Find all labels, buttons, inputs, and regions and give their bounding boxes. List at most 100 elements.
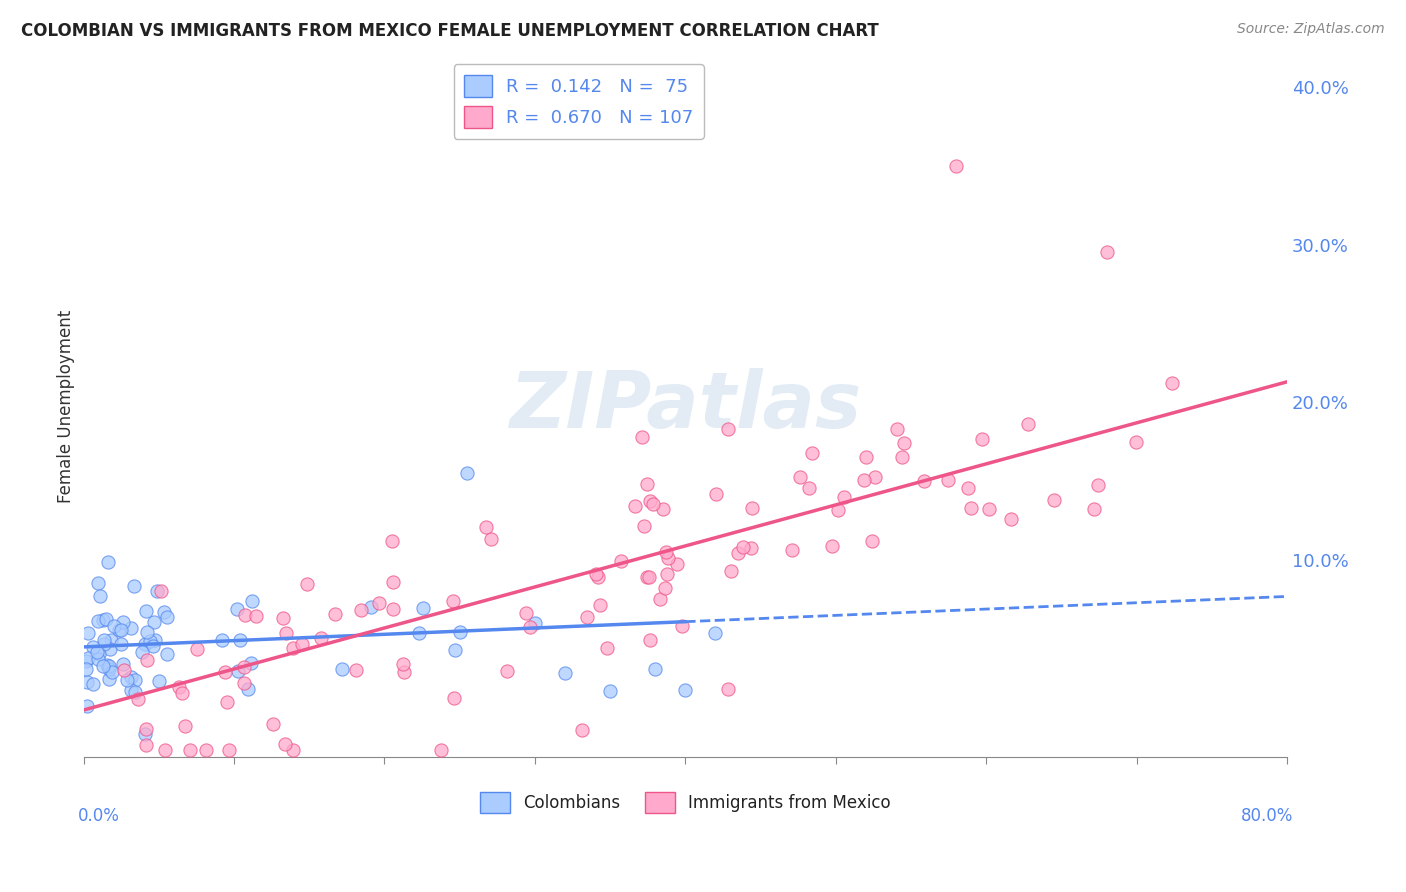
Point (443, 691, 465, 706)
Point (344, 663, 367, 677)
Point (891, 450, 914, 465)
Point (381, 533, 404, 548)
Point (636, 570, 658, 584)
Point (139, 633, 162, 648)
Point (610, 554, 633, 568)
Point (441, 593, 464, 607)
Point (89, 589, 111, 603)
Point (323, 607, 346, 622)
Point (103, 619, 125, 633)
Point (855, 450, 877, 464)
Point (134, 637, 156, 651)
Point (519, 620, 541, 634)
Point (671, 619, 693, 633)
Point (408, 626, 430, 640)
Point (515, 606, 537, 620)
Point (120, 682, 142, 697)
Point (240, 657, 263, 671)
Point (145, 584, 167, 599)
Point (589, 598, 612, 612)
Point (638, 633, 661, 648)
Point (1125, 435, 1147, 450)
Point (586, 570, 609, 584)
Point (101, 665, 124, 679)
Point (135, 723, 157, 737)
Point (633, 518, 655, 533)
Point (654, 581, 676, 595)
Point (124, 685, 146, 699)
Point (704, 625, 727, 640)
Point (638, 493, 661, 508)
Point (91, 659, 114, 673)
Point (96, 658, 118, 673)
Point (309, 631, 332, 645)
Point (262, 717, 284, 731)
Point (367, 596, 389, 610)
Point (273, 737, 295, 751)
Point (136, 653, 159, 667)
Point (741, 501, 763, 516)
Point (108, 623, 131, 637)
Point (127, 692, 149, 706)
Point (75, 654, 97, 668)
Point (827, 503, 849, 517)
Point (233, 607, 256, 622)
Point (295, 577, 318, 591)
Point (143, 633, 166, 648)
Point (360, 600, 382, 615)
Point (789, 470, 811, 484)
Point (1083, 502, 1105, 516)
Point (717, 422, 740, 436)
Point (832, 491, 855, 505)
Point (245, 609, 267, 624)
Point (82, 677, 104, 691)
Point (1000, 511, 1022, 525)
Point (430, 742, 453, 756)
Point (456, 467, 478, 481)
Point (392, 657, 415, 671)
Point (936, 473, 959, 487)
Point (945, 159, 967, 173)
Point (1042, 493, 1064, 508)
Point (87, 652, 110, 666)
Point (291, 637, 314, 651)
Point (717, 681, 740, 696)
Point (382, 602, 405, 616)
Point (479, 533, 502, 547)
Point (112, 663, 135, 677)
Point (576, 610, 599, 624)
Point (97, 672, 120, 686)
Point (820, 539, 842, 553)
Point (214, 665, 236, 680)
Point (156, 610, 179, 624)
Text: 80.0%: 80.0% (1240, 806, 1294, 824)
Point (704, 487, 727, 501)
Point (122, 579, 145, 593)
Point (636, 476, 658, 491)
Point (554, 665, 576, 680)
Point (959, 501, 981, 516)
Point (350, 603, 373, 617)
Text: COLOMBIAN VS IMMIGRANTS FROM MEXICO FEMALE UNEMPLOYMENT CORRELATION CHART: COLOMBIAN VS IMMIGRANTS FROM MEXICO FEMA… (21, 22, 879, 40)
Point (412, 601, 434, 615)
Point (76, 675, 98, 690)
Point (93, 613, 115, 627)
Y-axis label: Female Unemployment: Female Unemployment (58, 310, 75, 503)
Point (1017, 417, 1039, 431)
Point (571, 723, 593, 738)
Point (852, 473, 875, 487)
Point (956, 482, 979, 496)
Point (238, 682, 260, 697)
Point (97, 555, 120, 569)
Point (886, 422, 908, 436)
Point (174, 719, 197, 733)
Point (229, 632, 252, 647)
Point (111, 657, 134, 671)
Point (87, 647, 110, 661)
Text: Source: ZipAtlas.com: Source: ZipAtlas.com (1237, 22, 1385, 37)
Point (596, 641, 619, 656)
Point (740, 541, 762, 556)
Point (135, 625, 157, 640)
Point (800, 446, 823, 460)
Point (120, 670, 142, 684)
